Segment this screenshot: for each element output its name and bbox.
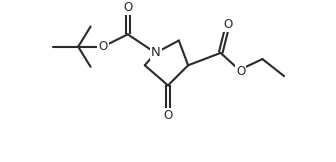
Text: O: O — [98, 40, 108, 53]
Text: O: O — [223, 18, 233, 31]
Text: N: N — [151, 46, 161, 59]
Text: O: O — [163, 109, 173, 122]
Text: O: O — [123, 1, 132, 14]
Text: O: O — [236, 65, 245, 78]
